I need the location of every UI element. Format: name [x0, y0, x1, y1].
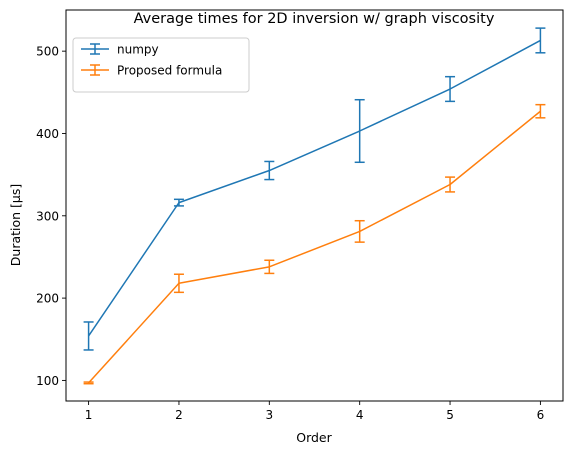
error-bar [445, 176, 456, 193]
series-line [87, 39, 541, 337]
y-tick-label: 500 [36, 45, 59, 59]
error-bar [264, 259, 275, 275]
error-bar [83, 321, 94, 351]
error-bar [535, 103, 546, 119]
x-tick-label: 3 [265, 408, 273, 422]
error-bar [535, 27, 546, 54]
legend-item: numpy [81, 43, 159, 57]
y-axis-label: Duration [µs] [8, 184, 23, 266]
legend-box [72, 37, 250, 93]
y-tick-label: 200 [36, 292, 59, 306]
x-axis-label: Order [296, 430, 332, 445]
series-line [88, 110, 541, 384]
x-axis: 1 2 3 4 5 6 [85, 401, 544, 422]
x-tick-label: 1 [85, 408, 93, 422]
x-tick-label: 4 [356, 408, 364, 422]
error-bar [354, 219, 365, 243]
y-tick-label: 100 [36, 374, 59, 388]
legend-label: Proposed formula [117, 64, 222, 78]
series-2 [83, 103, 546, 385]
error-bar [83, 381, 94, 385]
legend-label: numpy [117, 43, 159, 57]
plot-frame [65, 9, 564, 402]
x-tick-label: 6 [537, 408, 545, 422]
error-bar [173, 273, 184, 294]
y-tick-label: 400 [36, 127, 59, 141]
plot-area [83, 27, 546, 385]
y-tick-label: 300 [36, 209, 59, 223]
legend-item: Proposed formula [81, 64, 222, 78]
chart-title: Average times for 2D inversion w/ graph … [134, 11, 495, 27]
error-bar [173, 198, 184, 207]
error-bar [445, 75, 456, 103]
x-tick-label: 2 [175, 408, 183, 422]
series-1 [83, 27, 546, 351]
x-tick-label: 5 [446, 408, 454, 422]
y-axis: 100 200 300 400 500 [36, 45, 66, 388]
error-bar [354, 98, 365, 164]
legend: numpy Proposed formula [72, 37, 250, 93]
error-bar [264, 160, 275, 181]
